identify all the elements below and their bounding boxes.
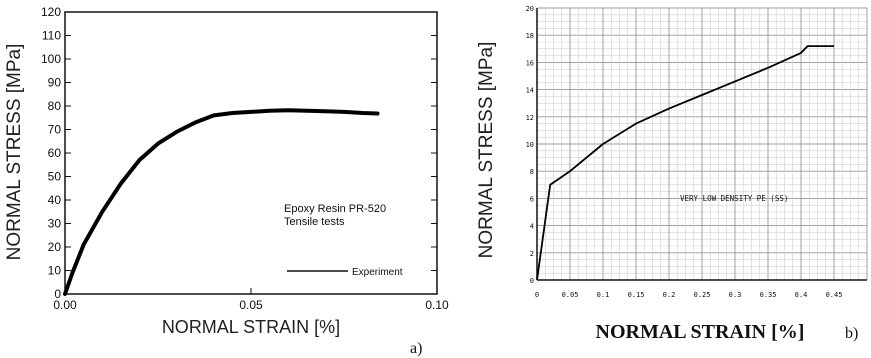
panel-b-y-tick-label: 18 bbox=[526, 32, 534, 40]
panel-a-y-tick-label: 10 bbox=[48, 264, 62, 278]
panel-a-x-tick-label: 0.05 bbox=[239, 298, 263, 312]
panel-b-y-tick-label: 2 bbox=[530, 250, 534, 258]
panel-b-label: b) bbox=[845, 325, 858, 342]
panel-b-x-tick-label: 0.1 bbox=[597, 291, 610, 299]
panel-b-chart: 0 2 4 6 8 10 12 14 16 18 20 0 0.05 0.1 0.15 0.2 0.25 0.3… bbox=[476, 5, 868, 343]
panel-a-y-tick-label: 110 bbox=[42, 29, 61, 43]
panel-a-y-tick-label: 90 bbox=[48, 76, 62, 90]
panel-b-series bbox=[536, 45, 834, 281]
panel-b-y-tick-label: 6 bbox=[530, 195, 534, 203]
panel-a-y-tick-label: 0 bbox=[54, 287, 61, 301]
panel-a-annotation-line-2: Tensile tests bbox=[284, 216, 345, 228]
panel-a-y-tick-label: 100 bbox=[41, 52, 61, 66]
panel-a-y-tick-label: 40 bbox=[48, 193, 62, 207]
panel-b-x-tick-label: 0.15 bbox=[628, 291, 645, 299]
panel-a-y-tick-label: 50 bbox=[48, 170, 62, 184]
panel-b-series-line bbox=[536, 45, 834, 281]
panel-a-label: a) bbox=[410, 340, 422, 357]
panel-b-grid bbox=[536, 7, 868, 281]
panel-b-y-tick-label: 8 bbox=[530, 168, 534, 176]
panel-a-plot-frame bbox=[64, 11, 438, 295]
panel-a-y-axis: 0 10 20 30 40 50 60 70 80 90 100 110 120 bbox=[41, 5, 437, 301]
panel-b-x-tick-label: 0.2 bbox=[663, 291, 676, 299]
panel-b-y-tick-label: 14 bbox=[526, 87, 534, 95]
panel-a-y-tick-label: 70 bbox=[48, 123, 62, 137]
panel-b-y-tick-label: 4 bbox=[530, 223, 534, 231]
panel-a-x-axis: 0.00 0.05 0.10 bbox=[53, 288, 449, 312]
panel-b-x-axis-label: NORMAL STRAIN [%] bbox=[596, 321, 805, 343]
panel-a-y-tick-label: 30 bbox=[48, 217, 62, 231]
panel-a-chart: 0 10 20 30 40 50 60 70 80 90 100 110 120 0.00 0.05 0.1… bbox=[4, 5, 449, 357]
panel-b-y-axis-label: NORMAL STRESS [MPa] bbox=[476, 42, 497, 259]
panel-b-annotation: VERY LOW DENSITY PE (SS) bbox=[680, 194, 788, 203]
panel-b-x-tick-label: 0.25 bbox=[694, 291, 711, 299]
panel-b-x-tick-label: 0.45 bbox=[826, 291, 843, 299]
panel-a-y-tick-label: 60 bbox=[48, 146, 62, 160]
panel-b-x-tick-label: 0.35 bbox=[760, 291, 777, 299]
panel-b-y-tick-label: 12 bbox=[526, 114, 534, 122]
panel-a-x-tick-label: 0.00 bbox=[53, 298, 77, 312]
panel-b-y-tick-label: 0 bbox=[530, 277, 534, 285]
panel-a-y-axis-label: NORMAL STRESS [MPa] bbox=[4, 44, 25, 261]
panel-b-y-tick-label: 20 bbox=[526, 5, 534, 13]
panel-a-series bbox=[63, 108, 380, 296]
panel-b-x-tick-label: 0.3 bbox=[729, 291, 742, 299]
panel-b-y-tick-label: 16 bbox=[526, 59, 534, 67]
panel-b-y-axis: 0 2 4 6 8 10 12 14 16 18 20 bbox=[526, 5, 534, 285]
panel-b-x-tick-label: 0.4 bbox=[795, 291, 808, 299]
panel-a-series-line bbox=[63, 108, 380, 296]
panel-b-x-axis: 0 0.05 0.1 0.15 0.2 0.25 0.3 0.35 0.4 0.45 bbox=[535, 291, 843, 299]
panel-a-y-tick-label: 80 bbox=[48, 99, 62, 113]
panel-a-y-tick-label: 20 bbox=[48, 240, 62, 254]
panel-a-annotation-line-1: Epoxy Resin PR-520 bbox=[284, 203, 386, 215]
panel-a-legend-label: Experiment bbox=[352, 267, 403, 278]
panel-b-x-tick-label: 0.05 bbox=[562, 291, 579, 299]
panel-a-x-axis-label: NORMAL STRAIN [%] bbox=[162, 317, 340, 337]
panel-a-y-tick-label: 120 bbox=[41, 5, 61, 19]
panel-b-x-tick-label: 0 bbox=[535, 291, 539, 299]
panel-a-x-tick-label: 0.10 bbox=[425, 298, 449, 312]
panel-b-y-tick-label: 10 bbox=[526, 141, 534, 149]
